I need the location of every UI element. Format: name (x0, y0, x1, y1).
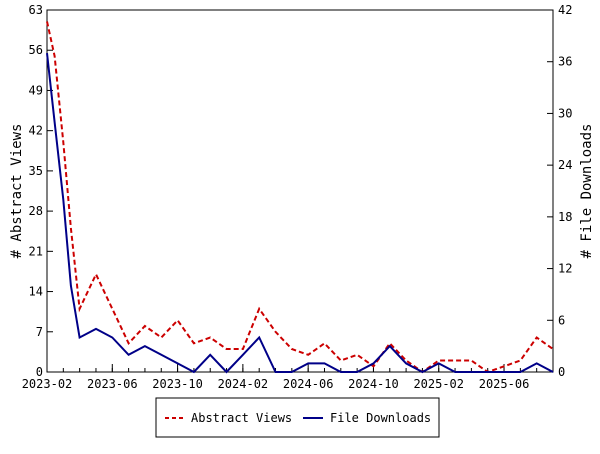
plot-area (46, 9, 554, 373)
left-axis-ticks: 0 7 14 21 28 35 42 49 56 63 (29, 3, 53, 379)
left-tick-label: 42 (29, 124, 43, 138)
legend-label-abstract-views: Abstract Views (191, 411, 292, 425)
right-axis-ticks: 0 6 12 18 24 30 36 42 (547, 3, 572, 379)
x-tick-label: 2024-02 (218, 377, 269, 391)
right-axis-label: # File Downloads (579, 124, 595, 259)
right-tick-label: 18 (558, 210, 572, 224)
series-layer (46, 21, 554, 374)
x-tick-label: 2024-10 (348, 377, 399, 391)
left-tick-label: 28 (29, 204, 43, 218)
left-tick-label: 63 (29, 3, 43, 17)
left-tick-label: 35 (29, 164, 43, 178)
x-tick-label: 2025-02 (413, 377, 464, 391)
series-line-file-downloads (46, 52, 554, 374)
right-tick-label: 30 (558, 106, 572, 120)
legend: Abstract Views File Downloads (155, 397, 440, 438)
legend-box (155, 397, 440, 438)
x-tick-label: 2023-06 (87, 377, 138, 391)
x-tick-label: 2023-10 (152, 377, 203, 391)
right-tick-label: 24 (558, 158, 572, 172)
left-tick-label: 7 (36, 325, 43, 339)
left-tick-label: 49 (29, 83, 43, 97)
x-tick-label: 2023-02 (22, 377, 73, 391)
right-tick-label: 6 (558, 313, 565, 327)
right-tick-label: 42 (558, 3, 572, 17)
left-tick-label: 0 (36, 365, 43, 379)
left-tick-label: 56 (29, 43, 43, 57)
x-axis-ticks: 2023-02 2023-06 2023-10 2024-02 2024-06 2024-… (22, 364, 554, 391)
left-tick-label: 14 (29, 285, 43, 299)
right-tick-label: 12 (558, 262, 572, 276)
right-tick-label: 0 (558, 365, 565, 379)
x-tick-label: 2025-06 (479, 377, 530, 391)
left-tick-label: 21 (29, 244, 43, 258)
series-line-abstract-views (46, 21, 554, 374)
left-axis-label: # Abstract Views (9, 124, 25, 259)
x-tick-label: 2024-06 (283, 377, 334, 391)
right-tick-label: 36 (558, 55, 572, 69)
legend-label-file-downloads: File Downloads (330, 411, 431, 425)
